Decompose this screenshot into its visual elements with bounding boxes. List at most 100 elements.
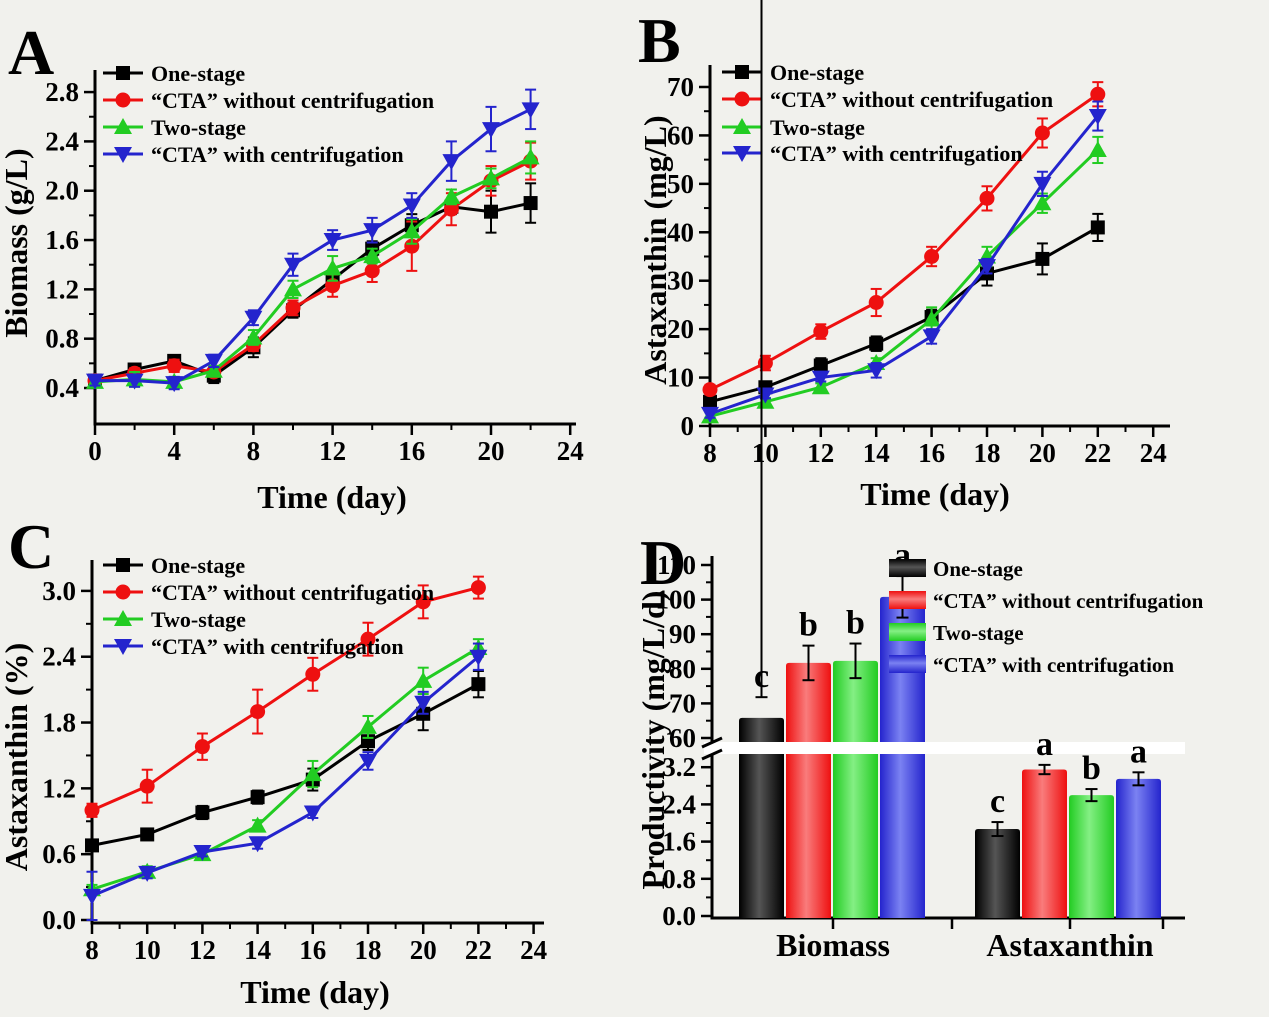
triangle-up-marker-icon — [414, 671, 433, 688]
y-axis-title: Productivity (mg/L/d) — [635, 591, 671, 890]
panel-letter: C — [8, 511, 54, 582]
legend: One-stage“CTA” without centrifugationTwo… — [889, 557, 1204, 677]
series-triangle-down — [83, 642, 488, 921]
triangle-down-marker-icon — [125, 373, 144, 390]
triangle-down-marker-icon — [402, 198, 421, 215]
circle-marker-icon — [250, 704, 266, 720]
y-tick-label: 1.8 — [42, 708, 76, 738]
triangle-up-marker-icon — [521, 148, 540, 165]
square-marker-icon — [703, 394, 717, 409]
y-tick-label: 1.2 — [42, 773, 76, 803]
bar-biomass — [833, 660, 878, 918]
series-line — [709, 148, 1099, 418]
circle-marker-icon — [115, 92, 131, 108]
x-tick-label: 20 — [410, 935, 437, 965]
circle-marker-icon — [415, 594, 431, 610]
x-axis-title: Time (day) — [860, 476, 1010, 512]
triangle-down-marker-icon — [442, 154, 461, 171]
y-tick-label: 2.0 — [45, 176, 79, 206]
triangle-down-marker-icon — [1033, 176, 1052, 193]
square-marker-icon — [1035, 251, 1050, 266]
square-marker-icon — [869, 336, 884, 351]
y-tick-label: 2.4 — [42, 642, 76, 672]
sig-letter: b — [846, 605, 865, 642]
legend-label: “CTA” with centrifugation — [933, 653, 1174, 677]
sig-letter: c — [754, 658, 769, 695]
category-label: Astaxanthin — [986, 927, 1153, 963]
panel-b: B 0 10 20 30 40 50 60 70 8 10 12 14 16 18 20 22 24 Time (d… — [637, 5, 1170, 512]
triangle-up-marker-icon — [442, 187, 461, 204]
triangle-up-marker-icon — [114, 118, 132, 134]
y-tick-label: 70 — [669, 688, 696, 718]
circle-marker-icon — [979, 190, 995, 206]
y-tick-label: 0 — [681, 411, 695, 441]
x-tick-label: 4 — [167, 436, 181, 466]
triangle-up-marker-icon — [363, 247, 382, 264]
y-tick-label: 3.2 — [662, 752, 696, 782]
sig-letter: b — [1082, 750, 1101, 787]
triangle-down-marker-icon — [733, 146, 751, 162]
x-tick-label: 12 — [807, 438, 834, 468]
legend-label: “CTA” without centrifugation — [770, 87, 1053, 112]
circle-marker-icon — [360, 631, 376, 647]
circle-marker-icon — [757, 355, 773, 371]
legend-swatch — [889, 559, 926, 577]
series-triangle-down — [701, 100, 1107, 423]
triangle-down-marker-icon — [323, 233, 342, 250]
sig-letter: a — [1036, 726, 1053, 763]
y-tick-label: 60 — [669, 723, 696, 753]
x-tick-label: 12 — [189, 935, 216, 965]
axis-break-stripe — [704, 742, 1185, 754]
x-tick-label: 8 — [247, 436, 261, 466]
axis-break-mark — [701, 736, 723, 749]
y-tick-label: 20 — [667, 314, 694, 344]
x-tick-label: 20 — [1029, 438, 1056, 468]
square-marker-icon — [195, 805, 210, 820]
x-tick-label: 0 — [88, 436, 102, 466]
x-axis-title: Time (day) — [240, 974, 390, 1010]
panel-d: D607080901001100.00.81.62.43.2Productivi… — [635, 0, 1204, 963]
x-tick-label: 20 — [478, 436, 505, 466]
circle-marker-icon — [924, 248, 940, 264]
legend-label: “CTA” with centrifugation — [770, 141, 1023, 166]
legend: One-stage“CTA” without centrifugationTwo… — [103, 61, 434, 167]
bar-astaxanthin — [1022, 769, 1067, 918]
triangle-down-marker-icon — [193, 844, 212, 861]
y-axis-title: Biomass (g/L) — [0, 148, 34, 337]
triangle-up-marker-icon — [482, 169, 500, 186]
legend: One-stage“CTA” without centrifugationTwo… — [103, 553, 434, 659]
bar-astaxanthin — [1116, 778, 1161, 918]
triangle-down-marker-icon — [1088, 109, 1107, 126]
y-tick-label: 30 — [667, 266, 694, 296]
legend-label: Two-stage — [933, 621, 1024, 645]
x-tick-label: 18 — [974, 438, 1001, 468]
series-line — [91, 586, 479, 812]
y-tick-label: 70 — [667, 72, 694, 102]
circle-marker-icon — [813, 324, 829, 340]
y-tick-label: 2.4 — [45, 126, 79, 156]
series-triangle-down — [86, 88, 540, 393]
legend-label: “CTA” with centrifugation — [151, 634, 404, 659]
y-tick-label: 50 — [667, 169, 694, 199]
series-line — [709, 93, 1099, 392]
circle-marker-icon — [325, 278, 341, 294]
y-tick-label: 1.6 — [662, 827, 696, 857]
square-marker-icon — [735, 65, 749, 79]
series-circle — [702, 81, 1106, 398]
triangle-down-marker-icon — [978, 259, 996, 276]
circle-marker-icon — [305, 666, 321, 682]
circle-marker-icon — [702, 382, 718, 398]
y-tick-label: 90 — [669, 619, 696, 649]
legend-label: “CTA” without centrifugation — [151, 88, 434, 113]
y-tick-label: 40 — [667, 217, 694, 247]
triangle-down-marker-icon — [284, 257, 302, 274]
triangle-down-marker-icon — [303, 805, 322, 822]
bar-astaxanthin — [975, 829, 1020, 918]
square-marker-icon — [116, 558, 130, 572]
circle-marker-icon — [166, 358, 182, 374]
y-tick-label: 80 — [669, 654, 696, 684]
square-marker-icon — [813, 358, 828, 373]
y-tick-label: 2.8 — [45, 77, 79, 107]
category-label: Biomass — [776, 927, 890, 963]
triangle-down-marker-icon — [363, 223, 382, 240]
